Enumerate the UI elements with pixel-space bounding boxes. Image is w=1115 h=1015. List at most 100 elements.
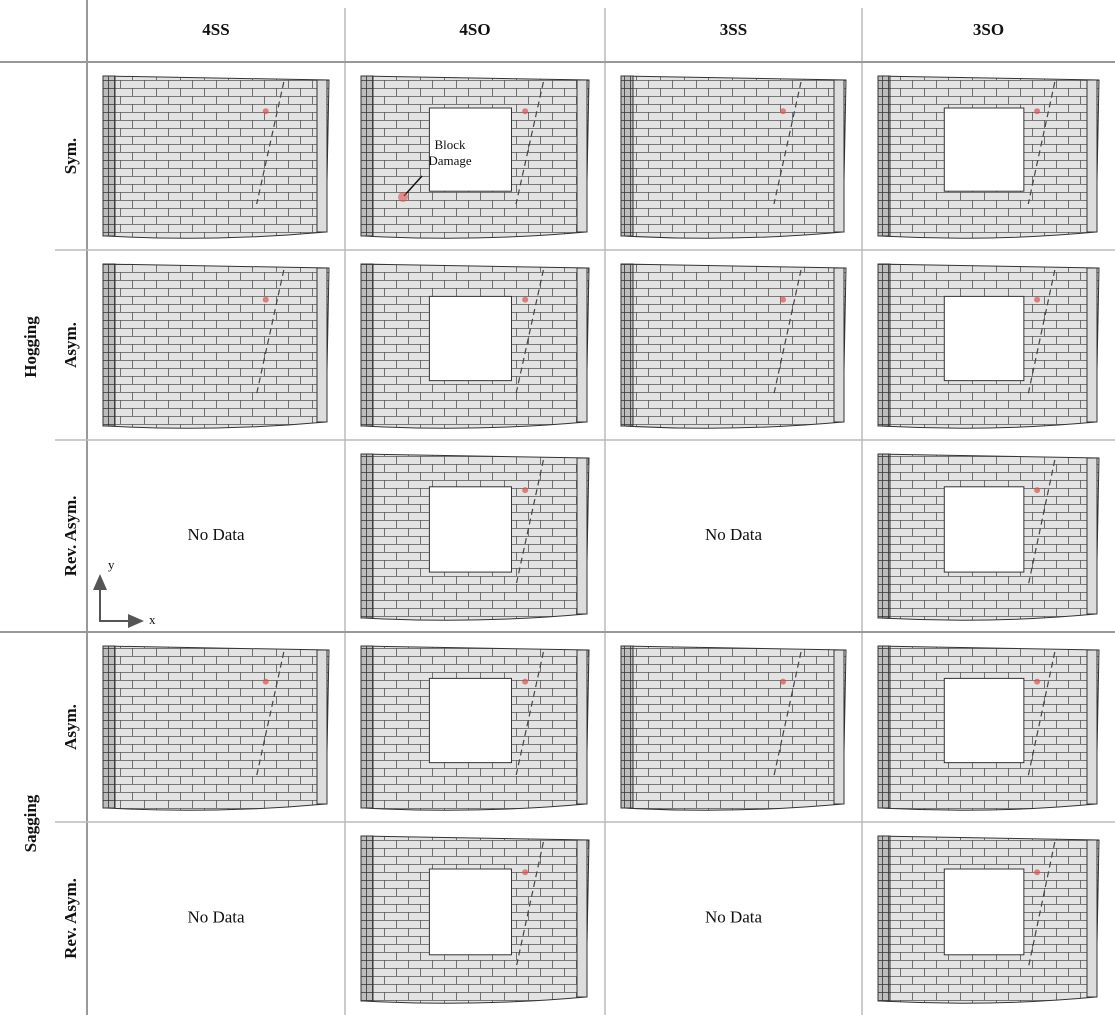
wall [621,264,846,428]
wall [878,76,1099,238]
wall [103,264,329,428]
wall [878,646,1099,810]
wall-opening [429,296,511,380]
row-label: Sym. [61,138,80,174]
wall-opening [429,487,511,572]
wall-opening [429,678,511,762]
wall-pier [577,840,587,997]
wall-pier [834,268,844,422]
axis-y-label: y [108,557,115,572]
wall-opening [944,678,1024,762]
no-data: No Data [705,525,763,544]
damage-spot [398,192,408,202]
group-label: Hogging [21,316,40,378]
wall-pier [1087,458,1097,614]
wall-pier [577,650,587,804]
column-header: 4SS [202,20,229,39]
wall-pier [621,646,633,808]
wall-pier [834,650,844,804]
wall-body [621,646,846,810]
annotation: Damage [428,153,472,168]
annotation: Block [434,137,466,152]
wall-opening [944,108,1024,191]
wall-pier [621,264,633,426]
wall-opening [429,869,511,955]
damage-spot [263,297,269,303]
row-label: Rev. Asym. [61,496,80,577]
column-header: 3SS [720,20,747,39]
row-label: Asym. [61,322,80,368]
row-label: Asym. [61,704,80,750]
wall [361,264,589,428]
wall-pier [577,80,587,232]
damage-spot [1034,487,1040,493]
damage-spot [1034,297,1040,303]
wall-pier [878,264,890,426]
damage-spot [780,679,786,685]
wall [621,76,846,238]
damage-spot [1034,869,1040,875]
wall-pier [361,454,373,618]
damage-spot [1034,108,1040,114]
wall-opening [944,487,1024,572]
wall-pier [361,76,373,236]
wall-pier [577,268,587,422]
damage-spot [263,108,269,114]
wall [103,76,329,238]
damage-spot [263,679,269,685]
wall [878,264,1099,428]
row-label: Rev. Asym. [61,878,80,959]
no-data: No Data [187,525,245,544]
column-header: 4SO [459,20,490,39]
wall-pier [317,80,327,232]
wall [103,646,329,810]
wall-pier [1087,650,1097,804]
damage-spot [522,869,528,875]
wall-pier [361,264,373,426]
wall-pier [878,454,890,618]
figure: 4SS4SO3SS3SOHoggingSym.Asym.Rev. Asym.No… [0,0,1115,1015]
wall-pier [317,650,327,804]
wall-pier [878,76,890,236]
wall-body [103,646,329,810]
axis-x-label: x [149,612,156,627]
wall-pier [834,80,844,232]
wall-body [621,264,846,428]
wall [361,836,589,1003]
wall [361,454,589,620]
wall-pier [103,646,115,808]
wall-pier [103,264,115,426]
damage-spot [522,487,528,493]
wall-body [621,76,846,238]
no-data: No Data [705,907,763,926]
wall-pier [361,646,373,808]
wall-body [103,76,329,238]
wall-body [103,264,329,428]
wall [361,646,589,810]
wall-opening [944,869,1024,955]
wall-pier [577,458,587,614]
wall-pier [621,76,633,236]
wall-pier [103,76,115,236]
axis-x-arrow [128,614,144,628]
wall-pier [317,268,327,422]
wall-pier [878,836,890,1001]
wall-pier [361,836,373,1001]
wall [621,646,846,810]
damage-spot [780,297,786,303]
group-label: Sagging [21,794,40,852]
damage-spot [1034,679,1040,685]
damage-spot [522,679,528,685]
wall-pier [1087,80,1097,232]
wall [878,836,1099,1003]
wall-opening [944,296,1024,380]
damage-spot [780,108,786,114]
axis-y-arrow [93,574,107,590]
wall-pier [1087,840,1097,997]
wall-pier [878,646,890,808]
wall-pier [1087,268,1097,422]
damage-spot [522,297,528,303]
no-data: No Data [187,907,245,926]
damage-spot [522,108,528,114]
wall [361,76,589,238]
